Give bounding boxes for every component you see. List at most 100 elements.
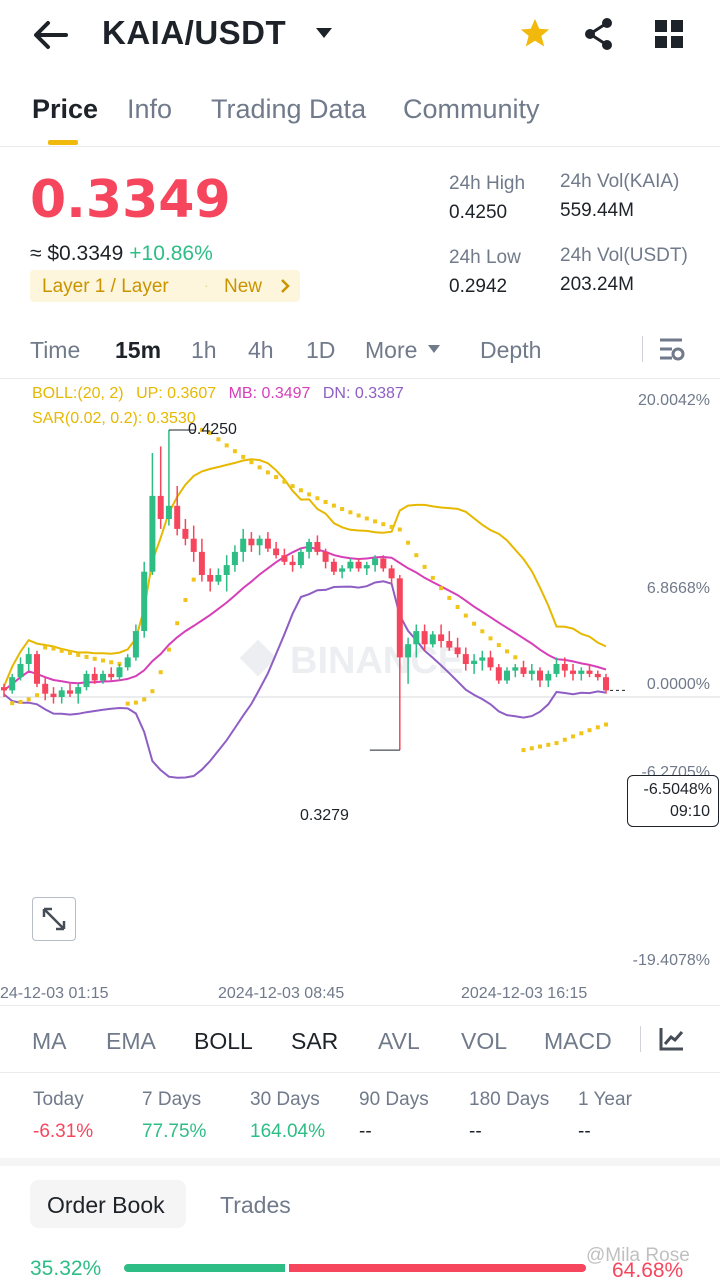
sar-dot — [348, 510, 353, 515]
candle-body — [1, 687, 7, 691]
fullscreen-button[interactable] — [32, 897, 76, 941]
sar-dot — [381, 522, 386, 527]
tab-active-indicator — [48, 140, 78, 145]
indicator-settings-icon[interactable] — [659, 1026, 685, 1052]
candle-body — [215, 575, 222, 582]
category-tag[interactable]: Layer 1 / Layer · New — [30, 270, 300, 302]
bid-bar — [124, 1264, 285, 1272]
indicator-vol[interactable]: VOL — [461, 1028, 508, 1054]
sar-dot — [92, 656, 97, 661]
candle-body — [520, 667, 527, 674]
sar-dot — [521, 748, 526, 753]
timeframe-4h[interactable]: 4h — [248, 337, 274, 363]
pair-dropdown-icon[interactable] — [314, 26, 334, 45]
more-dropdown-icon[interactable] — [427, 344, 441, 354]
sar-dot — [117, 661, 122, 666]
candle-body — [578, 670, 585, 674]
candle-body — [396, 578, 403, 658]
perf-label: 7 Days — [142, 1089, 202, 1110]
timeframe-1d[interactable]: 1D — [306, 337, 336, 363]
price-change-percent: +10.86% — [129, 242, 213, 265]
trades-tab[interactable]: Trades — [220, 1192, 291, 1218]
bid-percent: 35.32% — [30, 1257, 102, 1280]
sar-dot — [472, 621, 477, 626]
y-axis-tick: -19.4078% — [632, 952, 710, 969]
divider — [0, 146, 720, 147]
high-label: 24h High — [449, 173, 526, 194]
candle-body — [603, 677, 609, 691]
sar-dot — [166, 647, 171, 652]
boll-legend: BOLL:(20, 2) UP: 0.3607 MB: 0.3497 DN: 0… — [32, 385, 404, 403]
favorite-star-icon[interactable] — [518, 16, 552, 55]
tab-price[interactable]: Price — [32, 94, 99, 124]
chart-settings-icon[interactable] — [658, 337, 686, 363]
candle-body — [553, 664, 560, 674]
order-book-tab[interactable]: Order Book — [30, 1180, 186, 1228]
sar-dot — [51, 646, 56, 651]
candle-body — [504, 670, 510, 681]
last-price: 0.3349 — [30, 170, 231, 230]
sar-dot — [389, 524, 394, 529]
sar-dot — [307, 492, 312, 497]
candle-body — [413, 631, 420, 645]
timeframe-more[interactable]: More — [365, 337, 418, 363]
divider — [0, 1072, 720, 1073]
divider — [0, 1005, 720, 1006]
candle-body — [91, 673, 98, 681]
sar-dot — [562, 737, 567, 742]
candle-body — [289, 561, 296, 566]
indicator-macd[interactable]: MACD — [544, 1028, 612, 1054]
tab-trading-data[interactable]: Trading Data — [211, 94, 367, 124]
boll-mb-value: MB: 0.3497 — [228, 385, 311, 402]
sar-dot — [257, 465, 262, 470]
indicator-sar[interactable]: SAR — [291, 1028, 339, 1054]
sar-dot — [249, 460, 254, 465]
candle-body — [124, 657, 131, 668]
share-icon[interactable] — [583, 17, 615, 56]
candle-body — [240, 538, 247, 552]
sar-dot — [282, 479, 287, 484]
candle-body — [380, 558, 387, 569]
perf-value: -- — [469, 1121, 482, 1142]
boll-upper-line — [3, 458, 607, 687]
category-label: Layer 1 / Layer — [42, 276, 169, 297]
timeframe-15m[interactable]: 15m — [115, 337, 162, 363]
grid-menu-icon[interactable] — [655, 20, 683, 53]
expand-icon — [42, 907, 66, 931]
pair-title[interactable]: KAIA/USDT — [102, 14, 287, 51]
boll-params: BOLL:(20, 2) — [32, 385, 124, 402]
ask-bar — [289, 1264, 586, 1272]
candle-body — [223, 565, 230, 575]
boll-dn-value: DN: 0.3387 — [322, 385, 404, 402]
timeframe-time[interactable]: Time — [30, 337, 81, 363]
tab-community[interactable]: Community — [403, 94, 540, 124]
indicator-ma[interactable]: MA — [32, 1028, 67, 1054]
timeframe-1h[interactable]: 1h — [191, 337, 217, 363]
perf-value: 77.75% — [142, 1121, 207, 1142]
indicator-avl[interactable]: AVL — [378, 1028, 420, 1054]
candle-body — [108, 673, 115, 678]
current-price-percent: -6.5048% — [643, 781, 713, 798]
chevron-right-icon — [281, 279, 290, 293]
candle-body — [363, 565, 370, 569]
y-axis-tick: 0.0000% — [646, 676, 710, 693]
depth-tab[interactable]: Depth — [480, 337, 542, 363]
perf-value: 164.04% — [250, 1121, 326, 1142]
back-button[interactable] — [30, 18, 70, 52]
indicator-boll[interactable]: BOLL — [194, 1028, 253, 1054]
candlestick-chart[interactable]: BINANCE — [0, 379, 720, 1005]
candle-body — [372, 558, 379, 566]
candle-body — [388, 568, 395, 579]
divider — [0, 378, 720, 379]
sar-dot — [224, 443, 229, 448]
sar-dot — [241, 454, 246, 459]
sar-dot — [373, 519, 378, 524]
tab-info[interactable]: Info — [127, 94, 173, 124]
sar-dot — [274, 475, 279, 480]
low-value: 0.2942 — [449, 276, 508, 297]
candle-body — [149, 495, 156, 572]
sar-dot — [505, 649, 509, 654]
x-axis-tick: 24-12-03 01:15 — [0, 985, 109, 1002]
indicator-ema[interactable]: EMA — [106, 1028, 156, 1054]
perf-label: 1 Year — [578, 1089, 632, 1110]
